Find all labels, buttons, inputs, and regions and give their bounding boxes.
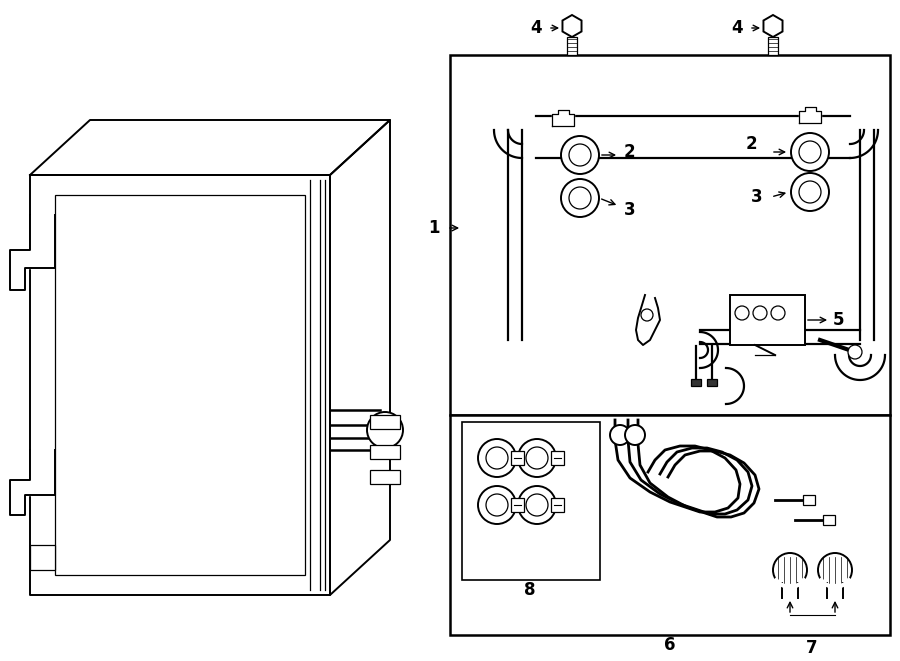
Circle shape <box>610 425 630 445</box>
Circle shape <box>518 439 556 477</box>
Text: 2: 2 <box>746 135 758 153</box>
Polygon shape <box>552 110 574 126</box>
Text: 3: 3 <box>624 201 635 219</box>
Bar <box>768 37 778 55</box>
Bar <box>450 55 890 415</box>
Bar <box>511 498 524 512</box>
Bar <box>691 379 701 386</box>
Circle shape <box>791 173 829 211</box>
Text: 5: 5 <box>833 311 844 329</box>
Text: 4: 4 <box>732 19 743 37</box>
Polygon shape <box>799 107 821 123</box>
Text: 7: 7 <box>806 639 818 657</box>
Text: 4: 4 <box>530 19 542 37</box>
Text: 3: 3 <box>751 188 762 206</box>
Text: 1: 1 <box>428 219 440 237</box>
Bar <box>551 498 564 512</box>
Polygon shape <box>30 175 330 595</box>
Circle shape <box>478 486 516 524</box>
Circle shape <box>773 553 807 587</box>
Bar <box>567 37 577 55</box>
Polygon shape <box>30 120 390 175</box>
Circle shape <box>625 425 645 445</box>
Text: 2: 2 <box>624 143 635 161</box>
Circle shape <box>791 133 829 171</box>
Circle shape <box>367 412 403 448</box>
Polygon shape <box>330 120 390 595</box>
Bar <box>511 451 524 465</box>
Text: 8: 8 <box>524 581 536 599</box>
Circle shape <box>478 439 516 477</box>
Bar <box>55 195 305 575</box>
Circle shape <box>848 345 862 359</box>
Circle shape <box>518 486 556 524</box>
Bar <box>450 415 890 635</box>
Polygon shape <box>10 215 55 290</box>
Circle shape <box>561 136 599 174</box>
Bar <box>370 415 400 429</box>
Bar <box>370 470 400 484</box>
Bar <box>823 515 835 525</box>
Bar <box>551 451 564 465</box>
Bar <box>730 295 805 345</box>
Bar <box>803 495 815 505</box>
Circle shape <box>561 179 599 217</box>
Bar <box>30 545 55 570</box>
Bar <box>462 422 600 580</box>
Bar <box>707 379 717 386</box>
Circle shape <box>818 553 852 587</box>
Polygon shape <box>10 450 55 515</box>
Bar <box>370 445 400 459</box>
Text: 6: 6 <box>664 636 676 654</box>
